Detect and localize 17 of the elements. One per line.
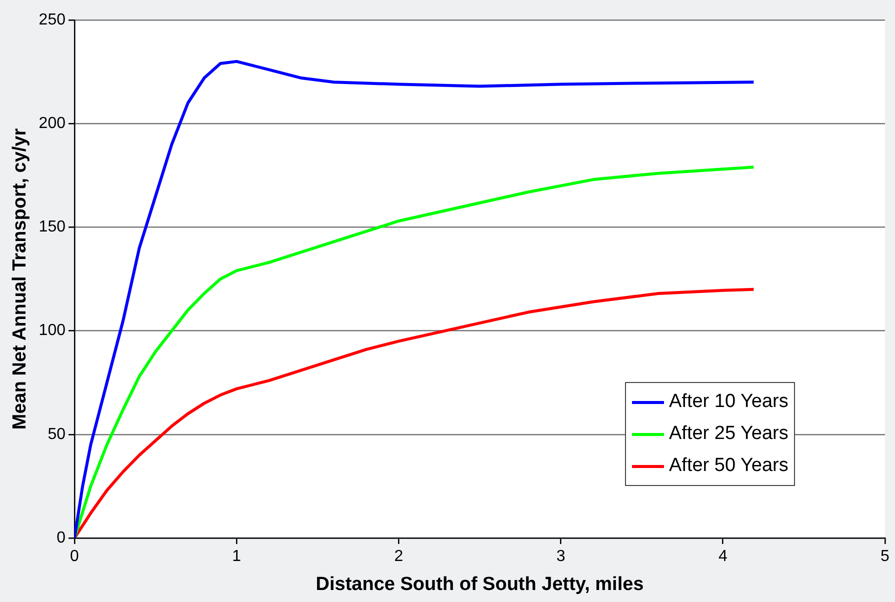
y-tick-label: 150	[38, 218, 66, 236]
y-axis-title: Mean Net Annual Transport, cy/yr	[10, 128, 31, 430]
x-axis-title: Distance South of South Jetty, miles	[316, 574, 644, 595]
y-tick-label: 0	[56, 529, 66, 546]
legend-label: After 10 Years	[669, 391, 788, 413]
x-tick-label: 3	[556, 548, 566, 566]
y-tick-label: 250	[38, 11, 66, 28]
y-tick-label: 100	[38, 322, 66, 340]
x-tick-label: 0	[70, 548, 80, 566]
y-tick-label: 200	[38, 115, 66, 132]
x-tick-label: 1	[232, 548, 242, 566]
legend-label: After 25 Years	[669, 423, 788, 445]
x-tick-label: 2	[394, 548, 404, 566]
x-tick-label: 4	[718, 548, 728, 566]
x-tick-label: 5	[880, 548, 890, 566]
y-tick-label: 50	[48, 426, 66, 443]
legend-label: After 50 Years	[669, 455, 788, 477]
